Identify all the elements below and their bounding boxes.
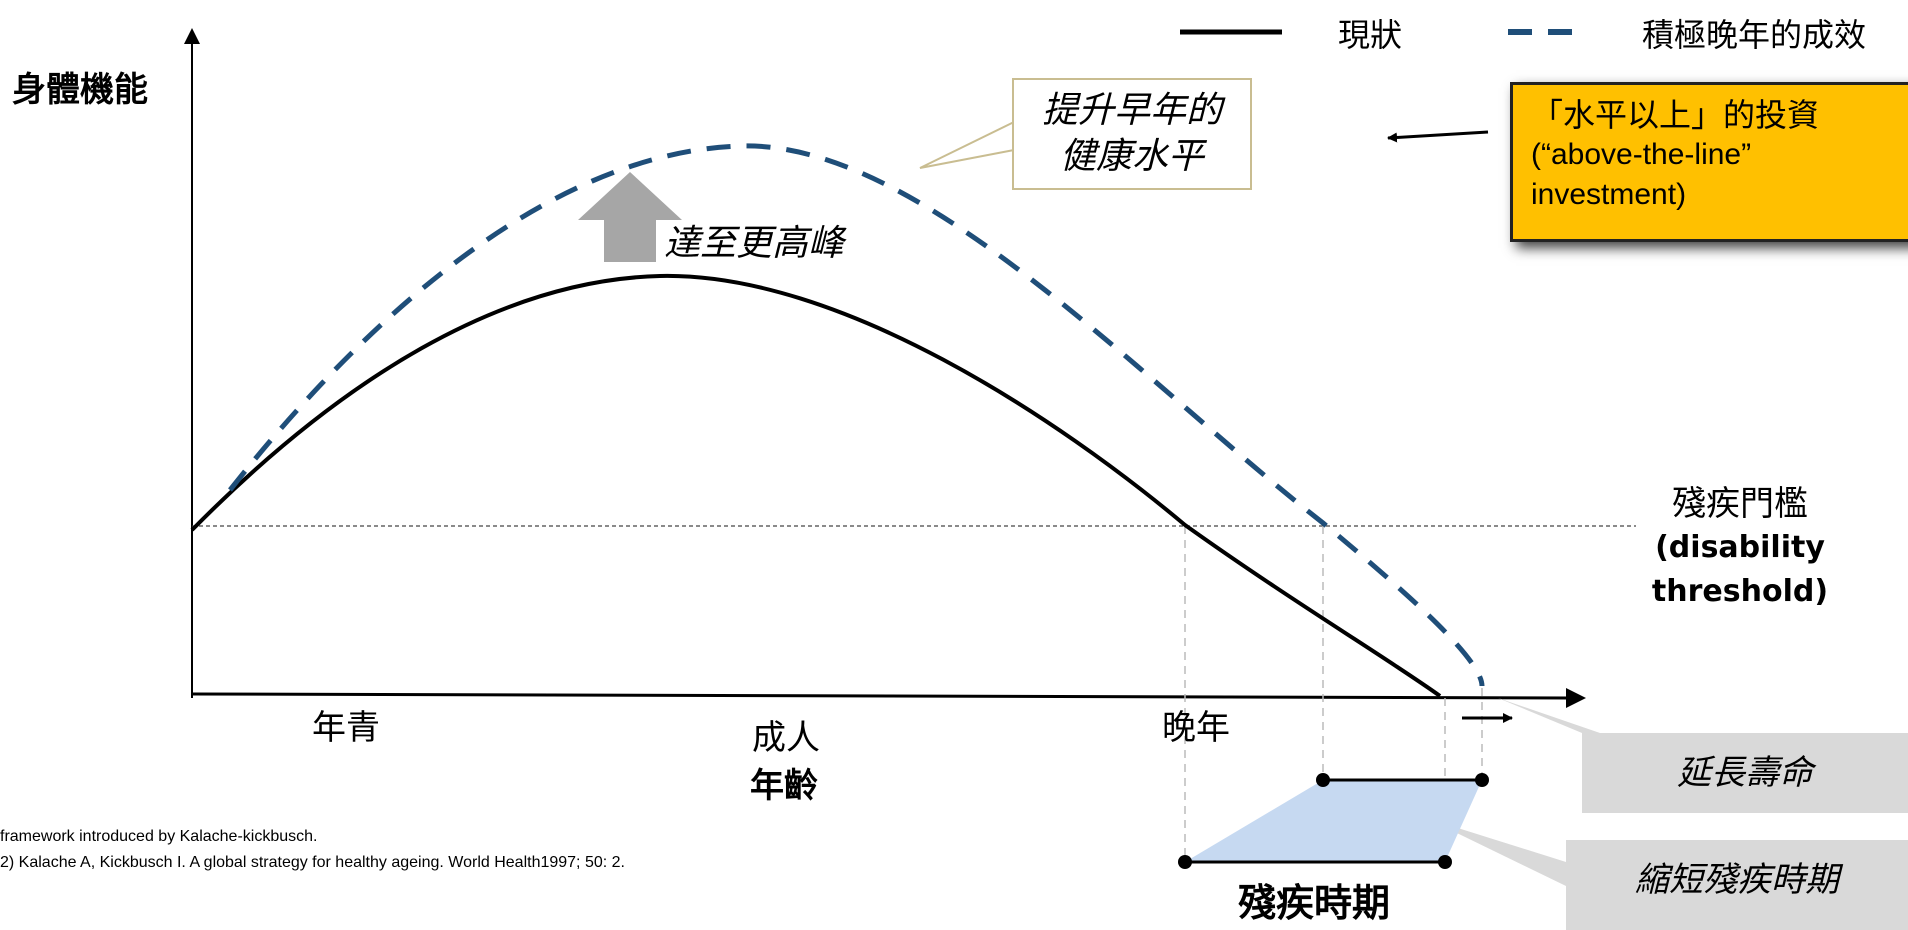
callout-tail <box>919 121 1015 169</box>
footnote-1: framework introduced by Kalache-kickbusc… <box>0 828 318 845</box>
span-dot <box>1475 773 1489 787</box>
current-curve <box>190 273 1442 698</box>
x-category-late: 晚年 <box>1162 708 1230 748</box>
shorten-connector <box>1426 818 1566 886</box>
span-dot <box>1316 773 1330 787</box>
legend-label-positive: 積極晚年的成效 <box>1642 16 1867 54</box>
disability-threshold-label: 殘疾門檻 (disability threshold) <box>1640 482 1840 614</box>
x-axis-arrowhead <box>1566 688 1586 708</box>
threshold-label-zh: 殘疾門檻 <box>1672 484 1808 524</box>
callout-line-2: 健康水平 <box>1059 136 1204 177</box>
span-dot <box>1438 855 1452 869</box>
extend-life-box: 延長壽命 <box>1582 733 1908 813</box>
disability-period-label: 殘疾時期 <box>1238 881 1391 925</box>
above-line-title: 「水平以上」的投資 <box>1531 96 1820 134</box>
above-line-english-1: (“above-the-line” <box>1531 138 1752 171</box>
above-the-line-box: 「水平以上」的投資 (“above-the-line” investment) <box>1510 82 1908 242</box>
extend-life-connector <box>1498 698 1600 733</box>
x-category-adult: 成人 <box>752 718 820 758</box>
x-category-young: 年青 <box>312 708 380 748</box>
higher-peak-arrow <box>578 172 682 262</box>
callout-line-1: 提升早年的 <box>1041 90 1222 131</box>
legend-label-current: 現狀 <box>1338 16 1403 54</box>
x-axis <box>191 692 1571 700</box>
positive-curve <box>228 143 1485 687</box>
threshold-label-en-1: (disability <box>1655 530 1825 565</box>
higher-peak-label: 達至更高峰 <box>664 223 845 264</box>
shorten-disability-box: 縮短殘疾時期 <box>1566 840 1908 930</box>
above-line-arrow <box>1387 130 1489 143</box>
y-axis-arrowhead <box>184 28 200 44</box>
threshold-label-en-2: threshold) <box>1651 574 1829 609</box>
disability-compression-shape <box>1185 780 1482 862</box>
x-axis-title: 年齡 <box>750 766 818 806</box>
footnote-2: 2) Kalache A, Kickbusch I. A global stra… <box>0 854 625 871</box>
y-axis-title: 身體機能 <box>12 70 148 110</box>
early-health-callout: 提升早年的 健康水平 <box>1012 78 1252 190</box>
above-line-english-2: investment) <box>1531 178 1687 211</box>
span-dot <box>1178 855 1192 869</box>
